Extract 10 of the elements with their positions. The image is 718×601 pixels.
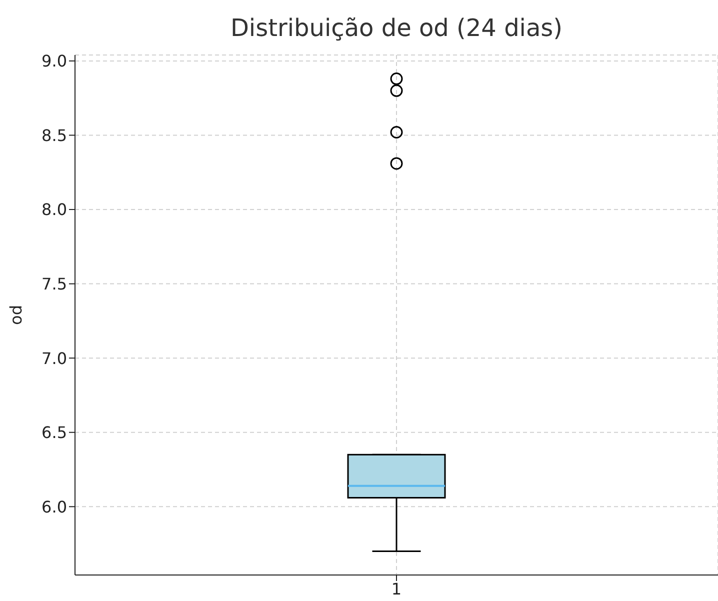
y-tick-label: 8.0: [42, 200, 67, 220]
y-tick-label: 8.5: [42, 126, 67, 145]
x-tick-label: 1: [391, 579, 402, 598]
y-tick-label: 7.5: [42, 274, 67, 294]
y-tick-label: 7.0: [42, 348, 67, 368]
y-axis-title: od: [6, 305, 26, 325]
y-tick-label: 9.0: [42, 52, 67, 71]
y-tick-label: 6.0: [42, 497, 67, 516]
chart-title: Distribuição de od (24 dias): [229, 13, 564, 44]
y-tick-label: 6.5: [42, 423, 67, 442]
